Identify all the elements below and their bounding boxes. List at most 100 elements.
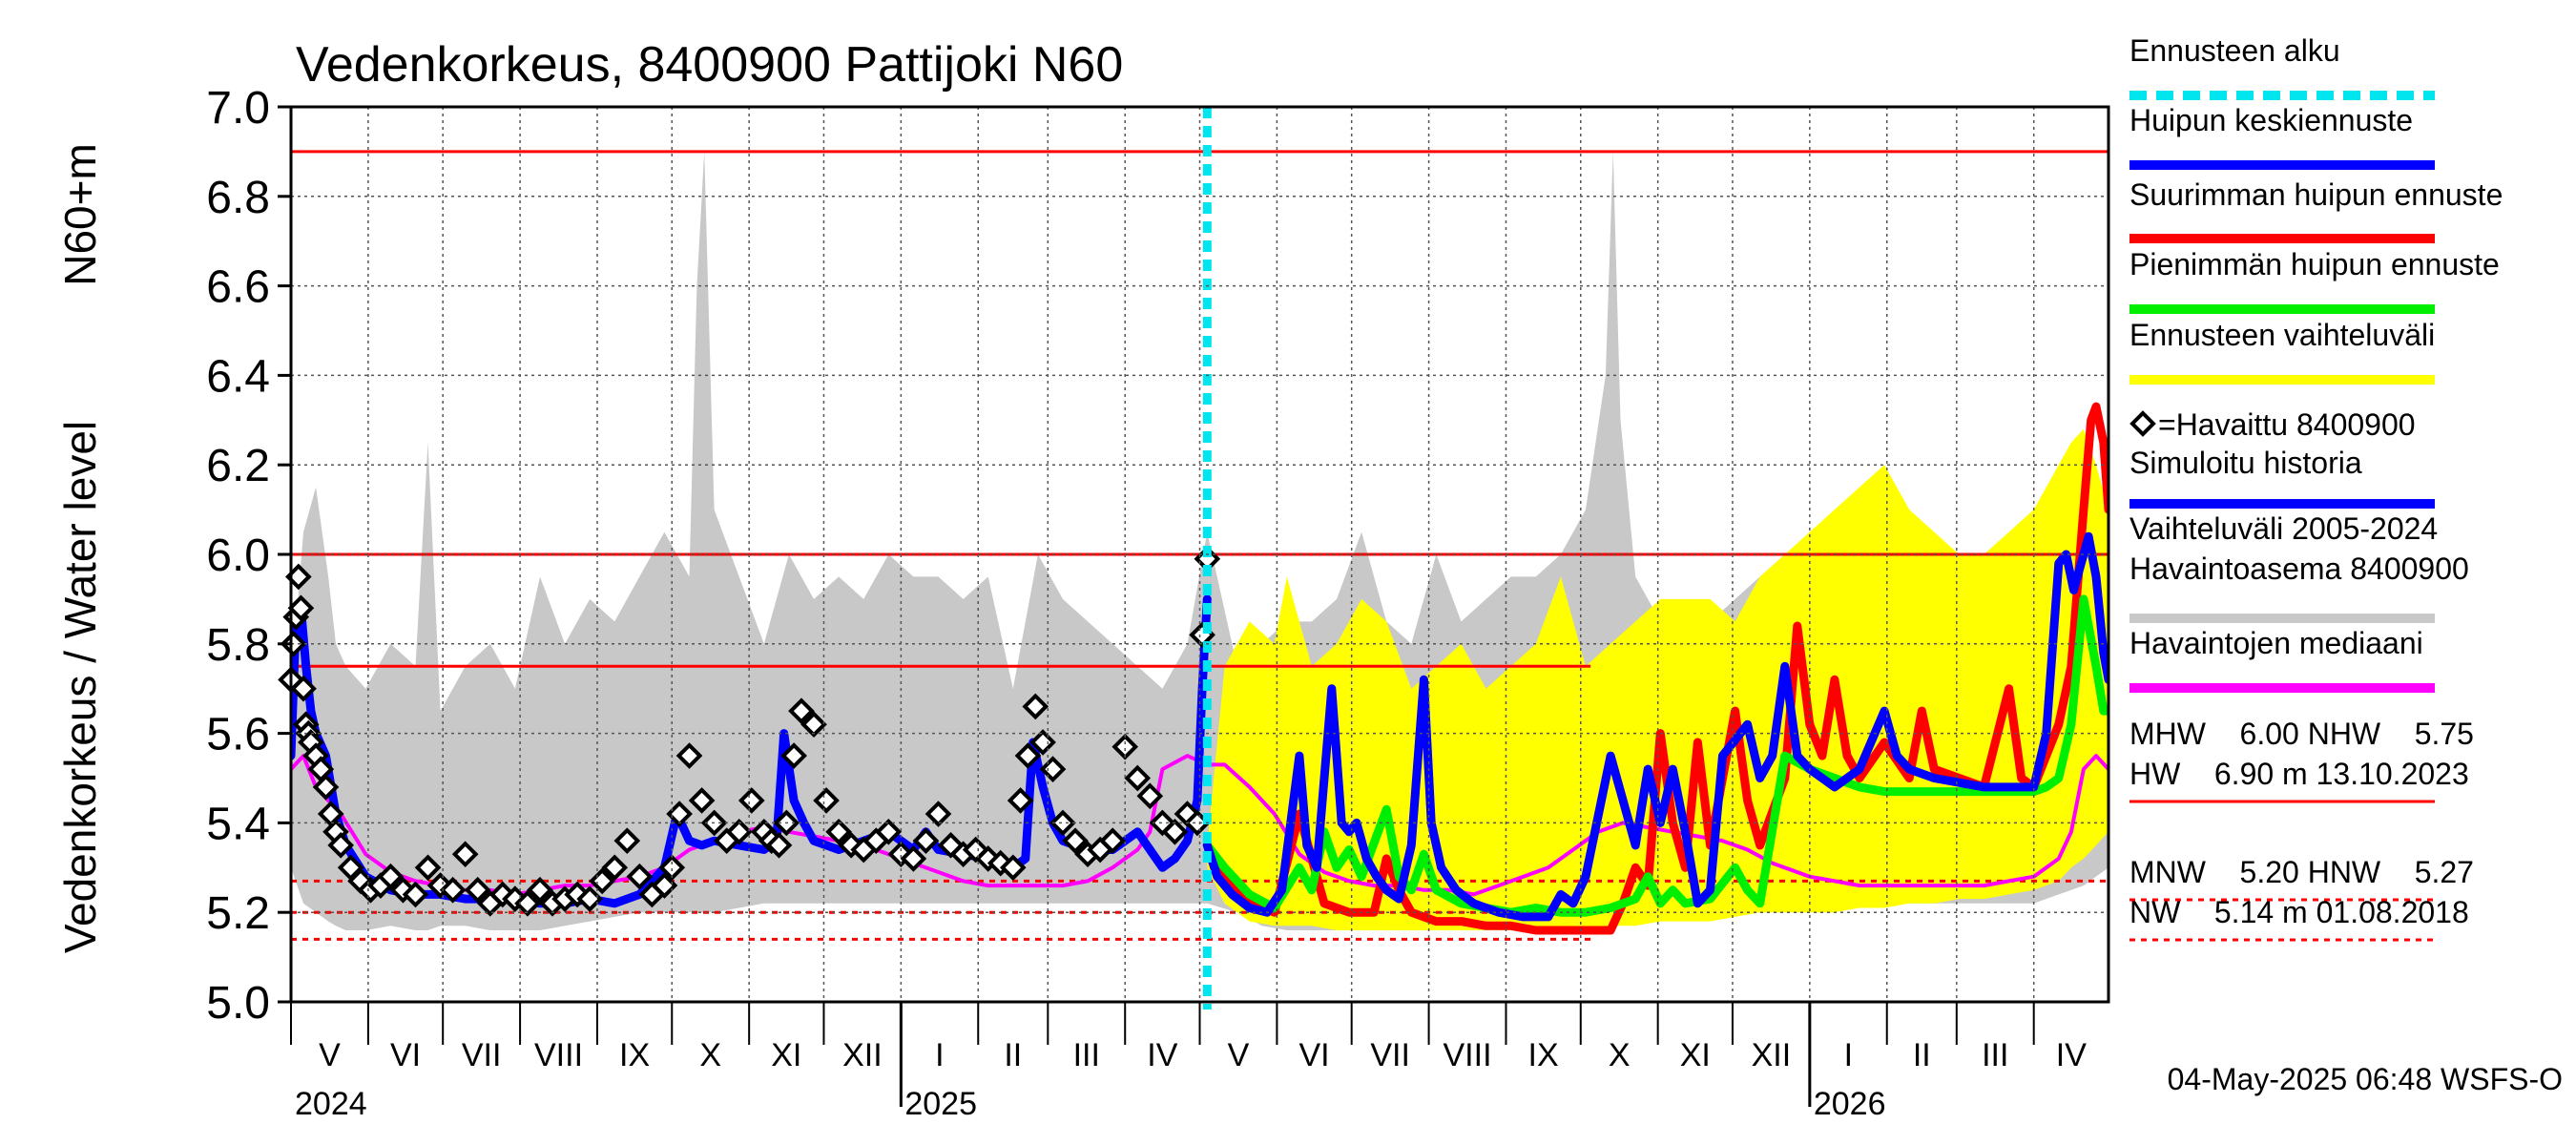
month-label-18: XI bbox=[1680, 1037, 1711, 1073]
year-label-0: 2024 bbox=[295, 1086, 367, 1122]
month-label-17: X bbox=[1609, 1037, 1631, 1073]
month-label-21: II bbox=[1913, 1037, 1931, 1073]
year-label-1: 2025 bbox=[904, 1086, 977, 1122]
month-label-23: IV bbox=[2056, 1037, 2087, 1073]
stat-text-3: NW 5.14 m 01.08.2018 bbox=[2129, 895, 2469, 929]
observed-marker-54 bbox=[780, 742, 807, 769]
legend-label-1: Huipun keskiennuste bbox=[2129, 103, 2413, 137]
observed-marker-49 bbox=[737, 787, 765, 814]
y-tick-label-2: 5.4 bbox=[206, 799, 270, 849]
month-label-11: IV bbox=[1147, 1037, 1177, 1073]
observed-marker-74 bbox=[1014, 742, 1042, 769]
observed-marker-39 bbox=[626, 863, 654, 890]
y-tick-label-8: 6.6 bbox=[206, 262, 270, 313]
observed-marker-73 bbox=[1007, 787, 1034, 814]
month-label-14: VII bbox=[1370, 1037, 1410, 1073]
legend-label-0: Ennusteen alku bbox=[2129, 33, 2340, 68]
observed-marker-25 bbox=[451, 841, 479, 868]
stat-text-2: MNW 5.20 HNW 5.27 bbox=[2129, 855, 2474, 889]
legend-label-2: Suurimman huipun ennuste bbox=[2129, 177, 2503, 212]
observed-marker-31 bbox=[527, 876, 553, 904]
y-tick-label-9: 6.8 bbox=[206, 173, 270, 223]
month-label-5: X bbox=[699, 1037, 721, 1073]
legend-label-5: =Havaittu 8400900 bbox=[2158, 407, 2416, 442]
observed-marker-62 bbox=[875, 818, 903, 845]
legend-label-3: Pienimmän huipun ennuste bbox=[2129, 247, 2500, 281]
legend-label-6: Simuloitu historia bbox=[2129, 446, 2362, 480]
observed-marker-38 bbox=[613, 827, 641, 854]
month-label-22: III bbox=[1982, 1037, 2008, 1073]
legend-label-7: Vaihteluväli 2005-2024 bbox=[2129, 511, 2438, 546]
series-line-3 bbox=[1202, 594, 2109, 917]
observed-marker-45 bbox=[688, 787, 716, 814]
observed-marker-21 bbox=[402, 881, 429, 908]
legend-marker-5 bbox=[2129, 410, 2156, 437]
legend-label2-7: Havaintoasema 8400900 bbox=[2129, 552, 2469, 586]
legend: Ennusteen alku Huipun keskiennuste Suurimm… bbox=[2129, 33, 2503, 693]
series-line-4 bbox=[1202, 531, 2109, 922]
timestamp: 04-May-2025 06:48 WSFS-O bbox=[2168, 1062, 2563, 1096]
month-label-16: IX bbox=[1528, 1037, 1559, 1073]
legend-label-8: Havaintojen mediaani bbox=[2129, 626, 2423, 660]
y-tick-label-5: 6.0 bbox=[206, 531, 270, 581]
month-label-20: I bbox=[1844, 1037, 1853, 1073]
observed-marker-84 bbox=[1124, 764, 1152, 792]
y-axis-unit: N60+m bbox=[55, 143, 105, 286]
observed-marker-72 bbox=[999, 854, 1027, 882]
observed-marker-55 bbox=[788, 697, 815, 724]
y-axis-label: Vedenkorkeus / Water level bbox=[55, 421, 105, 953]
chart-title: Vedenkorkeus, 8400900 Pattijoki N60 bbox=[296, 37, 1123, 93]
month-label-6: XI bbox=[771, 1037, 801, 1073]
y-tick-label-0: 5.0 bbox=[206, 978, 270, 1029]
observed-marker-52 bbox=[765, 832, 793, 859]
month-label-0: V bbox=[319, 1037, 341, 1073]
month-label-1: VI bbox=[390, 1037, 421, 1073]
observed-marker-26 bbox=[464, 876, 491, 904]
month-label-10: III bbox=[1073, 1037, 1100, 1073]
month-label-12: V bbox=[1228, 1037, 1250, 1073]
observed-marker-78 bbox=[1049, 809, 1076, 837]
observed-marker-58 bbox=[825, 818, 852, 845]
observed-marker-19 bbox=[377, 863, 405, 890]
observed-marker-30 bbox=[514, 889, 541, 917]
observed-marker-24 bbox=[439, 876, 467, 904]
observed-marker-57 bbox=[813, 787, 840, 814]
observed-marker-22 bbox=[414, 854, 442, 882]
observed-marker-85 bbox=[1136, 782, 1164, 810]
y-tick-label-4: 5.8 bbox=[206, 620, 270, 671]
month-label-8: I bbox=[935, 1037, 944, 1073]
observed-marker-44 bbox=[675, 742, 703, 769]
observed-marker-87 bbox=[1161, 818, 1189, 845]
y-tick-label-3: 5.6 bbox=[206, 710, 270, 760]
month-label-3: VIII bbox=[534, 1037, 583, 1073]
observed-marker-75 bbox=[1022, 693, 1049, 720]
observed-marker-79 bbox=[1062, 827, 1089, 854]
observed-marker-64 bbox=[900, 845, 927, 872]
observed-marker-56 bbox=[800, 711, 827, 739]
observed-marker-65 bbox=[912, 827, 940, 854]
axes: 5.05.25.45.65.86.06.26.46.66.87.0V VI VII V… bbox=[206, 83, 2110, 1122]
legend-label-4: Ennusteen vaihteluväli bbox=[2129, 318, 2435, 352]
y-tick-label-10: 7.0 bbox=[206, 83, 270, 134]
observed-marker-14 bbox=[327, 832, 355, 859]
stat-text-1: HW 6.90 m 13.10.2023 bbox=[2129, 757, 2469, 791]
month-label-19: XII bbox=[1752, 1037, 1792, 1073]
month-label-15: VIII bbox=[1444, 1037, 1492, 1073]
month-label-4: IX bbox=[619, 1037, 650, 1073]
statistics-block: MHW 6.00 NHW 5.75 HW 6.90 m 13.10.2023 MNW… bbox=[2129, 717, 2474, 942]
observed-marker-66 bbox=[924, 801, 952, 827]
month-label-13: VI bbox=[1298, 1037, 1329, 1073]
observed-marker-11 bbox=[312, 774, 340, 801]
year-label-2: 2026 bbox=[1814, 1086, 1886, 1122]
month-label-2: VII bbox=[462, 1037, 502, 1073]
stat-text-0: MHW 6.00 NHW 5.75 bbox=[2129, 717, 2474, 751]
y-tick-label-7: 6.4 bbox=[206, 351, 270, 402]
observed-marker-42 bbox=[658, 854, 686, 882]
y-tick-label-1: 5.2 bbox=[206, 888, 270, 939]
y-tick-label-6: 6.2 bbox=[206, 441, 270, 491]
observed-marker-4 bbox=[287, 594, 315, 622]
month-label-9: II bbox=[1004, 1037, 1022, 1073]
observed-marker-5 bbox=[290, 675, 317, 702]
month-label-7: XII bbox=[842, 1037, 883, 1073]
